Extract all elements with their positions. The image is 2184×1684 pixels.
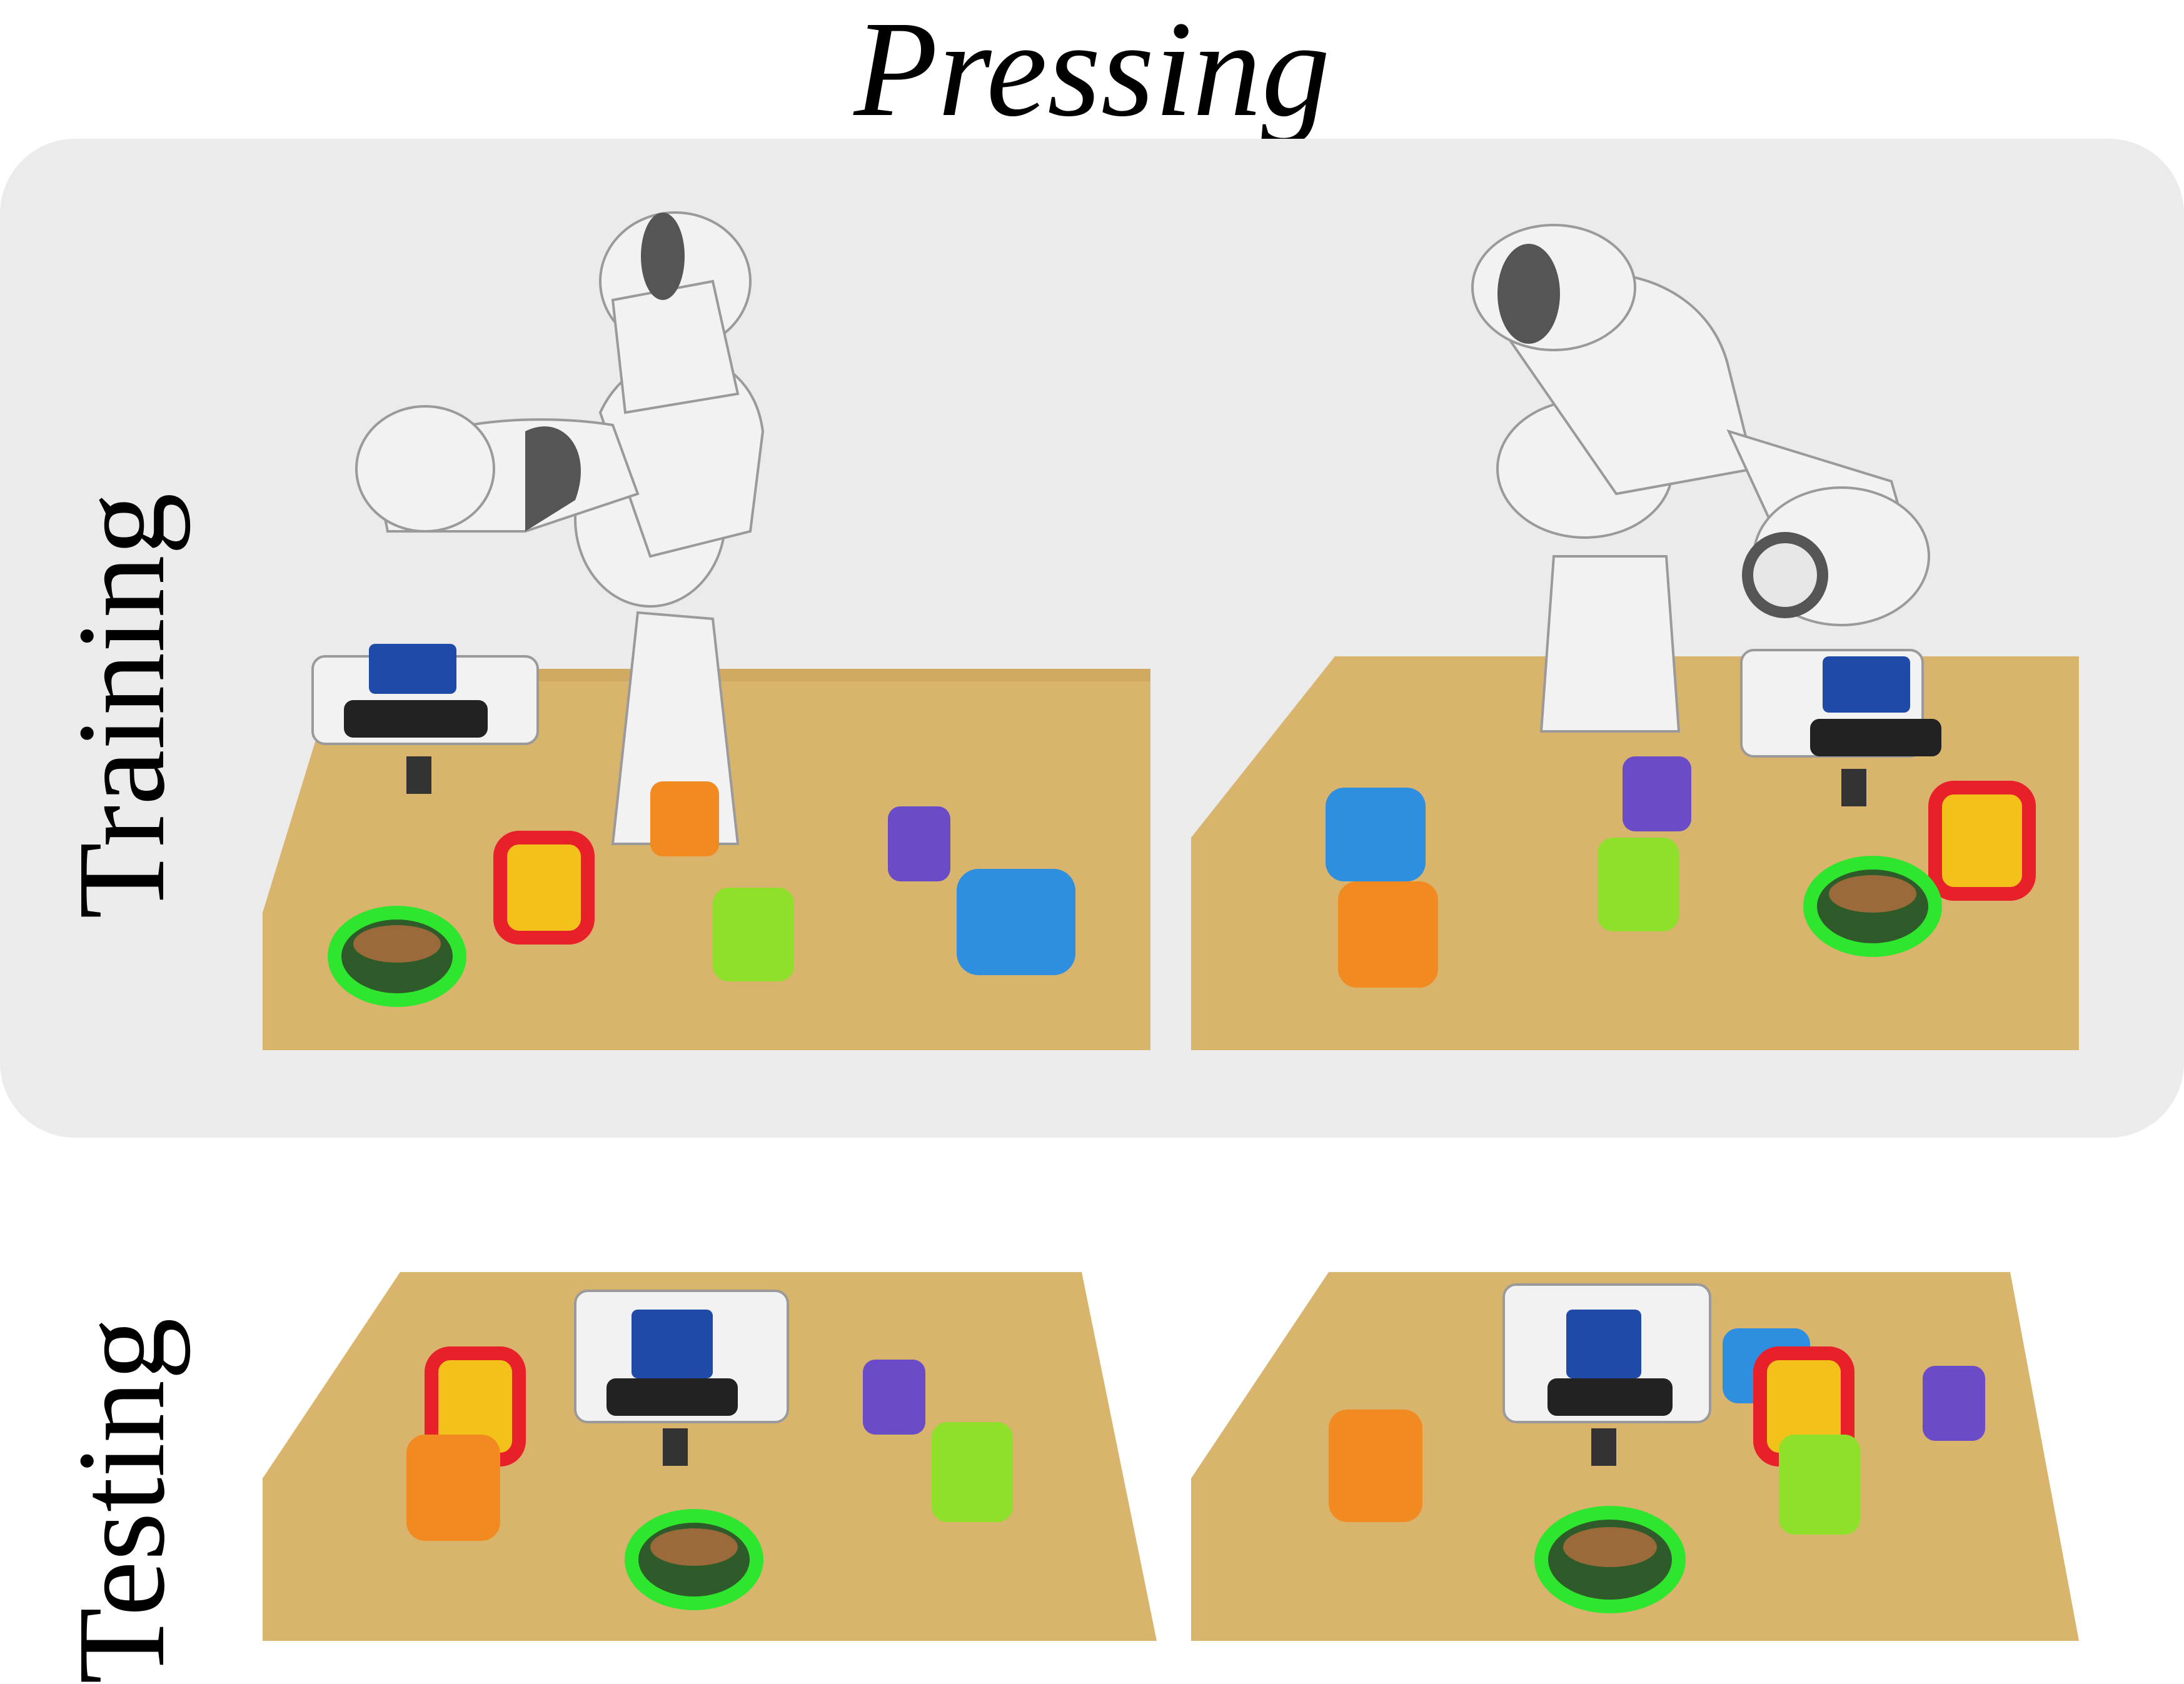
distractor-cup-yellow	[1928, 781, 2036, 901]
figure-title: Pressing	[853, 0, 1331, 145]
target-button	[328, 906, 466, 1007]
distractor-cup-yellow	[493, 831, 595, 945]
training-row-label: Training	[53, 493, 191, 919]
table-surface	[1191, 1272, 2079, 1641]
table-surface	[263, 669, 1150, 1050]
target-button	[1803, 856, 1942, 957]
testing-scene-1	[263, 1272, 1157, 1641]
target-button	[1534, 1506, 1686, 1613]
target-button	[625, 1509, 763, 1610]
testing-scene-2	[1191, 1272, 2079, 1641]
training-scene-2	[1191, 206, 2079, 1050]
training-scene-1	[263, 206, 1157, 1050]
testing-row-label: Testing	[53, 1318, 191, 1684]
